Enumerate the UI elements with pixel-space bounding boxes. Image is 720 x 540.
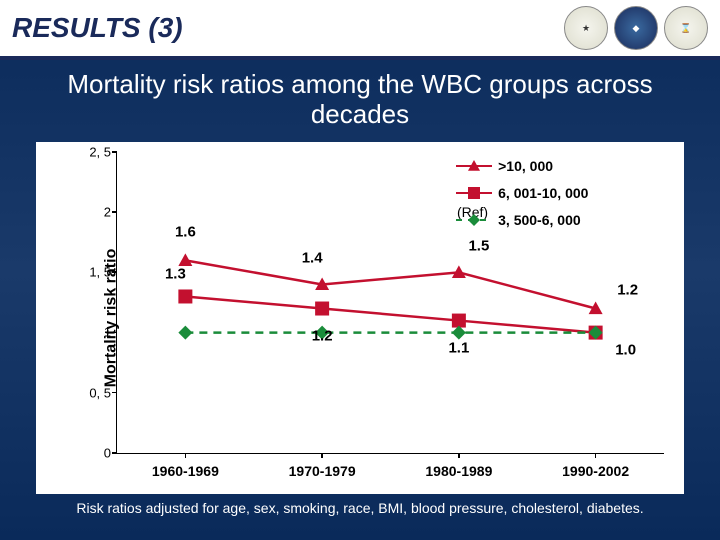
y-tick-label: 2, 5: [79, 144, 111, 159]
y-tick-label: 1, 5: [79, 265, 111, 280]
chart-container: Mortality risk ratio 00, 511, 522, 51960…: [36, 142, 684, 494]
legend-label: >10, 000: [498, 158, 553, 174]
series-marker-3500_6000: [452, 325, 466, 339]
legend-item-3500_6000: 3, 500-6, 000: [456, 212, 581, 228]
y-tick-label: 1: [79, 325, 111, 340]
y-tick-label: 0: [79, 445, 111, 460]
point-label: 1.0: [615, 342, 636, 359]
legend-item-6001_10000: 6, 001-10, 000: [456, 185, 588, 201]
series-marker-6001_10000: [178, 289, 192, 303]
series-marker-6001_10000: [452, 313, 466, 327]
point-label: 1.2: [617, 282, 638, 299]
x-tick-label: 1960-1969: [152, 463, 219, 479]
series-marker-6001_10000: [315, 301, 329, 315]
series-marker-3500_6000: [178, 325, 192, 339]
point-label: 1.3: [165, 266, 186, 283]
series-marker-gt10000: [178, 253, 192, 266]
point-label: 1.2: [312, 328, 333, 345]
point-label: 1.6: [175, 224, 196, 241]
slide-header: RESULTS (3) ★ ◆ ⌛: [0, 0, 720, 60]
x-tick-label: 1980-1989: [425, 463, 492, 479]
y-tick-label: 2: [79, 204, 111, 219]
slide-header-title: RESULTS (3): [12, 12, 564, 44]
point-label: 1.1: [448, 340, 469, 357]
header-logos: ★ ◆ ⌛: [564, 6, 708, 50]
legend-item-gt10000: >10, 000: [456, 158, 553, 174]
logo-nia-seal: ⌛: [664, 6, 708, 50]
slide: RESULTS (3) ★ ◆ ⌛ Mortality risk ratios …: [0, 0, 720, 540]
slide-subtitle: Mortality risk ratios among the WBC grou…: [0, 60, 720, 136]
slide-footnote: Risk ratios adjusted for age, sex, smoki…: [0, 494, 720, 516]
legend-label: 3, 500-6, 000: [498, 212, 581, 228]
logo-nih-nia: ◆: [614, 6, 658, 50]
point-label: 1.4: [302, 250, 323, 267]
series-line-6001_10000: [185, 296, 595, 332]
x-tick-label: 1970-1979: [289, 463, 356, 479]
y-tick-label: 0, 5: [79, 385, 111, 400]
chart-plot-area: 00, 511, 522, 51960-19691970-19791980-19…: [116, 152, 664, 454]
x-tick-label: 1990-2002: [562, 463, 629, 479]
legend-label: 6, 001-10, 000: [498, 185, 588, 201]
logo-hhs: ★: [564, 6, 608, 50]
point-label: 1.5: [468, 238, 489, 255]
